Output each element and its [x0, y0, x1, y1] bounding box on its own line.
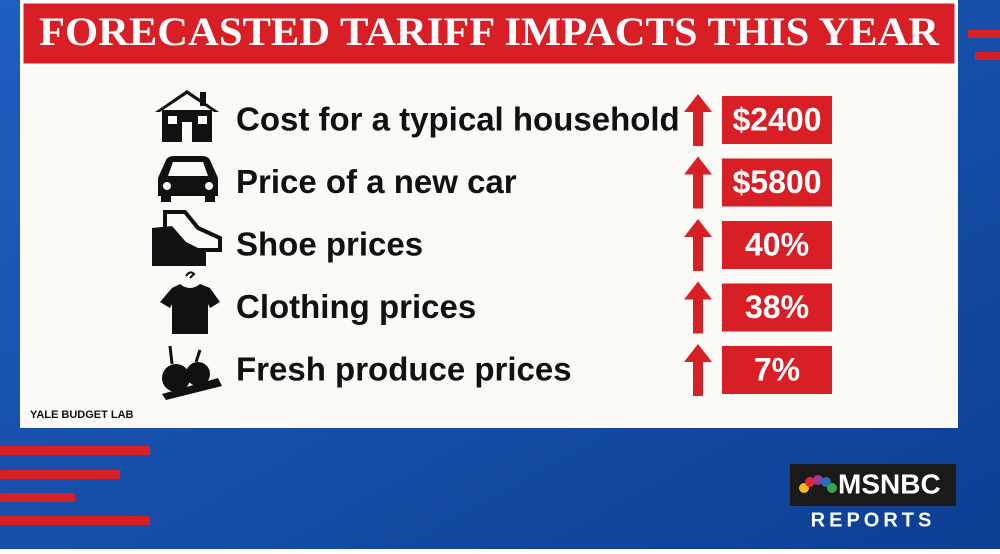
value-box: [722, 158, 832, 207]
item-label: Clothing prices: [236, 288, 476, 325]
logo-network: MSNBC: [838, 468, 941, 499]
house-icon: [155, 90, 219, 142]
item-label: Shoe prices: [236, 226, 423, 263]
up-arrow: [684, 94, 712, 146]
up-arrow: [684, 344, 712, 396]
item-label: Price of a new car: [236, 163, 517, 200]
value-box: [722, 221, 832, 269]
source: YALE BUDGET LAB: [30, 409, 134, 421]
logo-box: [790, 464, 956, 506]
peacock: [799, 475, 837, 493]
up-arrow: [684, 281, 712, 334]
shoe-icon: [152, 210, 222, 266]
item-value: $5800: [733, 164, 822, 200]
produce-icon: [162, 345, 222, 400]
value-box: [722, 96, 832, 144]
icons: [152, 90, 222, 400]
item-value: $2400: [733, 101, 822, 137]
up-arrow: [684, 219, 712, 271]
item-label: Cost for a typical household: [236, 101, 680, 138]
item-value: 38%: [745, 289, 809, 325]
title: FORECASTED TARIFF IMPACTS THIS YEAR: [39, 9, 940, 54]
up-arrow: [684, 156, 712, 209]
value-box: [722, 346, 832, 394]
item-value: 7%: [754, 351, 800, 387]
title-bar: [20, 0, 958, 67]
rows: Cost for a typical household $2400 Price o…: [236, 94, 832, 396]
shirt-icon: [160, 271, 220, 334]
item-value: 40%: [745, 226, 809, 262]
value-box: [722, 283, 832, 332]
car-icon: [158, 156, 218, 202]
stripes: [0, 30, 1000, 525]
item-label: Fresh produce prices: [236, 351, 572, 388]
logo-show: REPORTS: [811, 509, 936, 531]
